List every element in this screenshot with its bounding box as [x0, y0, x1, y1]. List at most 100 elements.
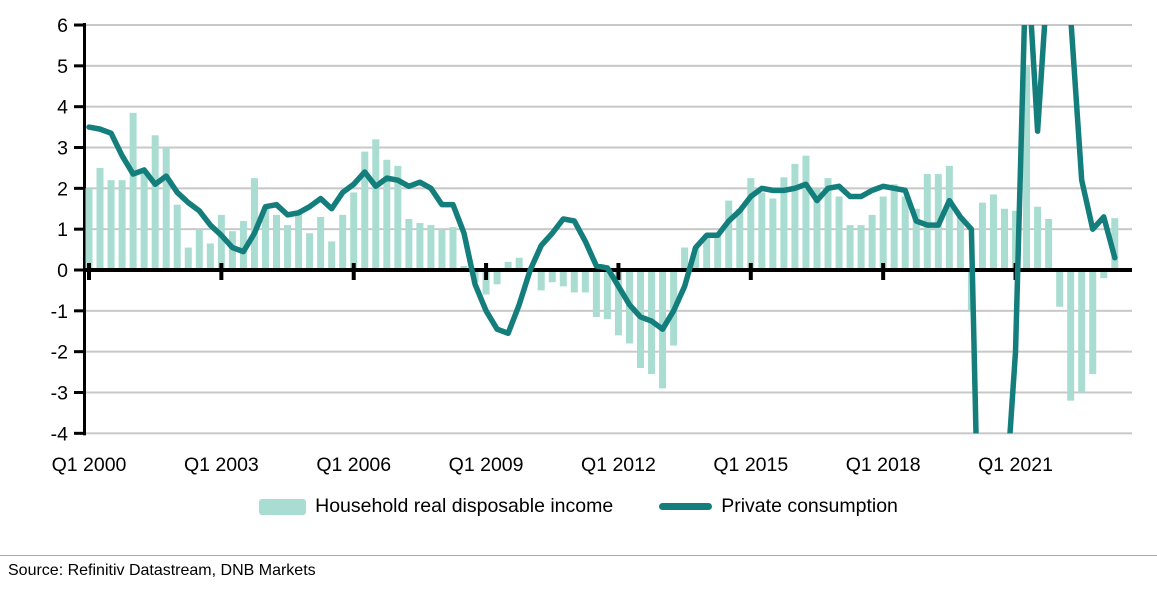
legend-item-income: Household real disposable income — [259, 495, 613, 518]
income-bar — [295, 210, 303, 270]
income-bar — [383, 159, 391, 270]
income-bar — [537, 270, 545, 291]
x-axis-tick — [87, 263, 91, 280]
income-bar — [118, 180, 126, 270]
income-bar — [956, 216, 964, 270]
income-bar — [1012, 210, 1020, 270]
income-bar — [846, 225, 854, 270]
y-axis-tick — [74, 146, 85, 150]
income-bar — [769, 198, 777, 270]
income-bar — [1089, 270, 1097, 375]
income-bar — [350, 192, 358, 270]
gridline — [85, 146, 1132, 149]
y-axis-tick — [74, 309, 85, 313]
income-bar — [273, 214, 281, 270]
income-bar — [317, 216, 325, 270]
income-bar — [195, 229, 203, 270]
x-axis-tick — [219, 263, 224, 280]
income-bar — [173, 204, 181, 270]
y-axis-tick — [74, 268, 85, 272]
income-bar — [879, 196, 887, 270]
chart-canvas: 6 5 4 3 2 1 0 -1 -2 -3 -4 Q1 2000 Q1 2003 Q1 2006 Q1 2… — [51, 15, 1132, 476]
income-bar — [1000, 208, 1008, 270]
y-axis-label: -4 — [51, 423, 68, 445]
income-bar — [306, 233, 314, 270]
income-bar — [394, 165, 402, 270]
gridline — [85, 105, 1132, 108]
income-bar — [449, 227, 457, 270]
income-bar — [692, 247, 700, 270]
income-bar — [835, 196, 843, 270]
source-text: Source: Refinitiv Datastream, DNB Market… — [8, 562, 316, 579]
y-axis-label: 5 — [57, 56, 68, 78]
income-bar-swatch — [259, 498, 307, 515]
income-bar — [493, 270, 501, 285]
income-bar — [284, 225, 292, 270]
income-bar — [912, 208, 920, 270]
y-axis-tick — [74, 431, 85, 435]
gridline — [85, 64, 1132, 67]
y-axis-tick — [74, 186, 85, 190]
income-bar — [482, 270, 490, 295]
income-bar — [681, 247, 689, 270]
income-bar — [791, 163, 799, 270]
y-axis-label: 0 — [57, 260, 68, 282]
income-bar — [504, 261, 512, 270]
x-axis-label: Q1 2003 — [184, 454, 259, 476]
x-axis-label: Q1 2015 — [713, 454, 788, 476]
legend-income-label: Household real disposable income — [315, 495, 614, 517]
source-footer: Source: Refinitiv Datastream, DNB Market… — [0, 555, 1157, 580]
gridline — [85, 187, 1132, 190]
income-bar — [890, 184, 898, 270]
x-axis-label: Q1 2018 — [846, 454, 921, 476]
income-bar — [758, 192, 766, 270]
income-bar — [427, 225, 435, 270]
x-axis-label: Q1 2012 — [581, 454, 656, 476]
income-bar — [206, 243, 214, 270]
income-bar — [813, 188, 821, 270]
x-axis-tick — [881, 263, 886, 280]
y-axis-label: -1 — [51, 301, 68, 323]
y-axis-label: 6 — [57, 15, 68, 37]
income-bar — [372, 139, 380, 270]
y-axis-tick — [74, 350, 85, 354]
income-bar — [581, 270, 589, 293]
y-axis-label: 1 — [57, 219, 68, 241]
income-bar — [405, 218, 413, 270]
x-axis-tick — [484, 263, 489, 280]
income-bar — [250, 178, 258, 270]
y-axis-label: 3 — [57, 138, 68, 160]
income-bar — [239, 221, 247, 270]
income-bar — [1067, 270, 1075, 401]
income-bar — [107, 180, 115, 270]
income-bar — [361, 151, 369, 270]
income-bar — [1111, 218, 1119, 270]
y-axis-label: -2 — [51, 342, 68, 364]
income-bar — [901, 196, 909, 270]
x-axis-label: Q1 2006 — [316, 454, 391, 476]
y-axis-tick — [74, 64, 85, 68]
income-bar — [151, 135, 159, 270]
income-bar — [603, 270, 611, 319]
income-bar — [228, 231, 236, 270]
x-axis-label: Q1 2009 — [449, 454, 524, 476]
x-axis-label: Q1 2000 — [52, 454, 127, 476]
income-bar — [868, 214, 876, 270]
income-bar — [184, 247, 192, 270]
income-bar — [559, 270, 567, 287]
income-bar — [1045, 218, 1053, 270]
x-axis-tick — [748, 263, 753, 280]
gridline — [85, 350, 1132, 353]
y-axis-tick — [74, 23, 85, 27]
income-bar — [570, 270, 578, 293]
consumption-line-swatch — [659, 503, 713, 510]
gridline — [85, 228, 1132, 231]
income-bar — [614, 270, 622, 336]
legend-consumption-label: Private consumption — [721, 495, 898, 517]
income-bar — [725, 200, 733, 270]
consumption-line-group — [86, 25, 1118, 434]
chart-legend: Household real disposable income Private… — [0, 495, 1157, 518]
y-axis-label: 2 — [57, 178, 68, 200]
income-bar — [747, 178, 755, 270]
income-bar — [438, 229, 446, 270]
